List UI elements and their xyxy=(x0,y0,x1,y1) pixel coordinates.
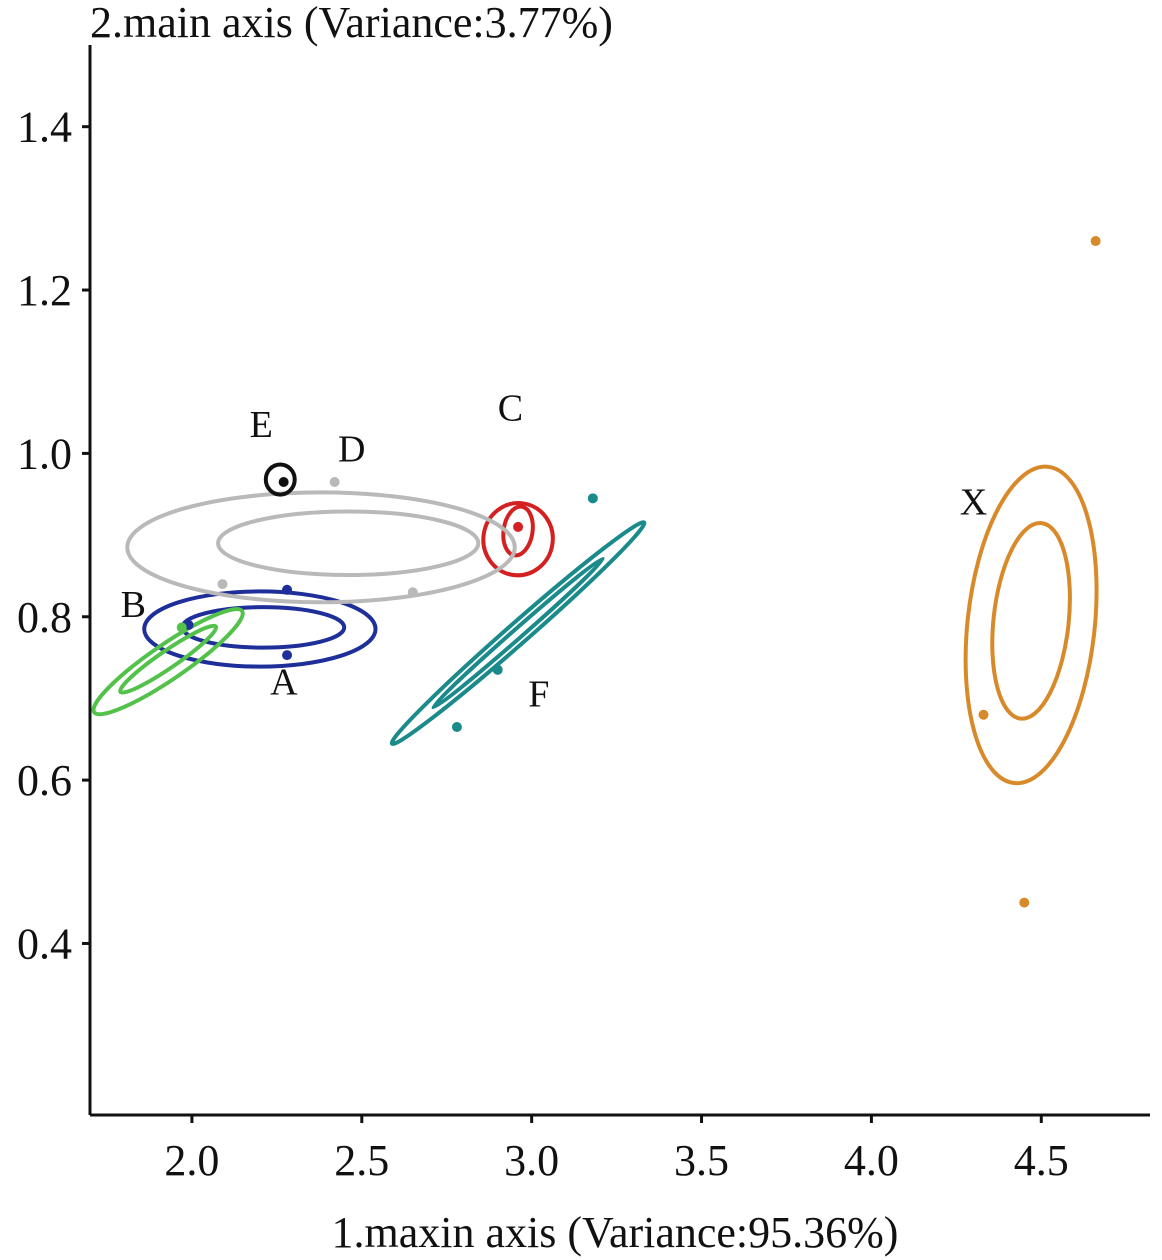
axes: 0.4 0.6 0.8 1.0 1.2 1.4 2.0 2.5 3.0 3.5 4.0 4.5 xyxy=(17,45,1150,1185)
group-label-d: D xyxy=(338,429,365,471)
point-d xyxy=(407,587,418,598)
ellipse-a-outer xyxy=(142,589,378,669)
point-b xyxy=(176,622,187,633)
y-tick-label: 0.8 xyxy=(17,593,72,642)
x-tick-label: 4.5 xyxy=(1014,1136,1069,1185)
x-tick-label: 2.5 xyxy=(334,1136,389,1185)
y-tick-label: 0.4 xyxy=(17,919,72,968)
point-c xyxy=(513,521,524,532)
point-d xyxy=(217,579,228,590)
y-axis-title: 2.main axis (Variance:3.77%) xyxy=(90,0,613,47)
group-label-x: X xyxy=(960,482,987,524)
point-d xyxy=(329,476,340,487)
y-ticks: 0.4 0.6 0.8 1.0 1.2 1.4 xyxy=(17,103,90,968)
x-axis-title: 1.maxin axis (Variance:95.36%) xyxy=(332,1208,899,1257)
point-e xyxy=(278,476,289,487)
x-ticks: 2.0 2.5 3.0 3.5 4.0 4.5 xyxy=(164,1115,1069,1185)
point-f xyxy=(492,664,503,675)
group-ellipses xyxy=(91,462,1099,786)
point-a xyxy=(282,584,293,595)
y-tick-label: 1.2 xyxy=(17,266,72,315)
ellipse-x-outer xyxy=(963,464,1099,786)
ellipse-e-outer xyxy=(263,462,297,497)
point-f xyxy=(451,722,462,733)
ellipse-d-outer xyxy=(125,490,517,605)
ellipse-d-inner xyxy=(216,509,481,578)
ellipse-b-inner xyxy=(118,623,219,695)
group-labels: A B C D E F X xyxy=(121,388,988,716)
group-points xyxy=(176,236,1101,908)
y-tick-label: 1.4 xyxy=(17,103,72,152)
group-label-a: A xyxy=(270,661,298,703)
x-tick-label: 4.0 xyxy=(844,1136,899,1185)
ellipse-c-outer xyxy=(481,501,555,578)
point-x xyxy=(1019,897,1030,908)
point-a xyxy=(282,650,293,661)
point-x xyxy=(1090,236,1101,247)
ellipse-b-outer xyxy=(91,607,245,717)
x-tick-label: 2.0 xyxy=(164,1136,219,1185)
ellipse-x-inner xyxy=(990,521,1072,721)
y-tick-label: 0.6 xyxy=(17,756,72,805)
group-label-e: E xyxy=(250,404,273,446)
ellipse-f-outer xyxy=(389,520,647,746)
y-tick-label: 1.0 xyxy=(17,429,72,478)
ellipse-f-inner xyxy=(431,556,605,710)
group-label-b: B xyxy=(121,584,146,626)
point-f xyxy=(587,493,598,504)
group-label-c: C xyxy=(498,388,523,430)
point-x xyxy=(978,709,989,720)
group-label-f: F xyxy=(528,674,549,716)
x-tick-label: 3.0 xyxy=(504,1136,559,1185)
x-tick-label: 3.5 xyxy=(674,1136,729,1185)
